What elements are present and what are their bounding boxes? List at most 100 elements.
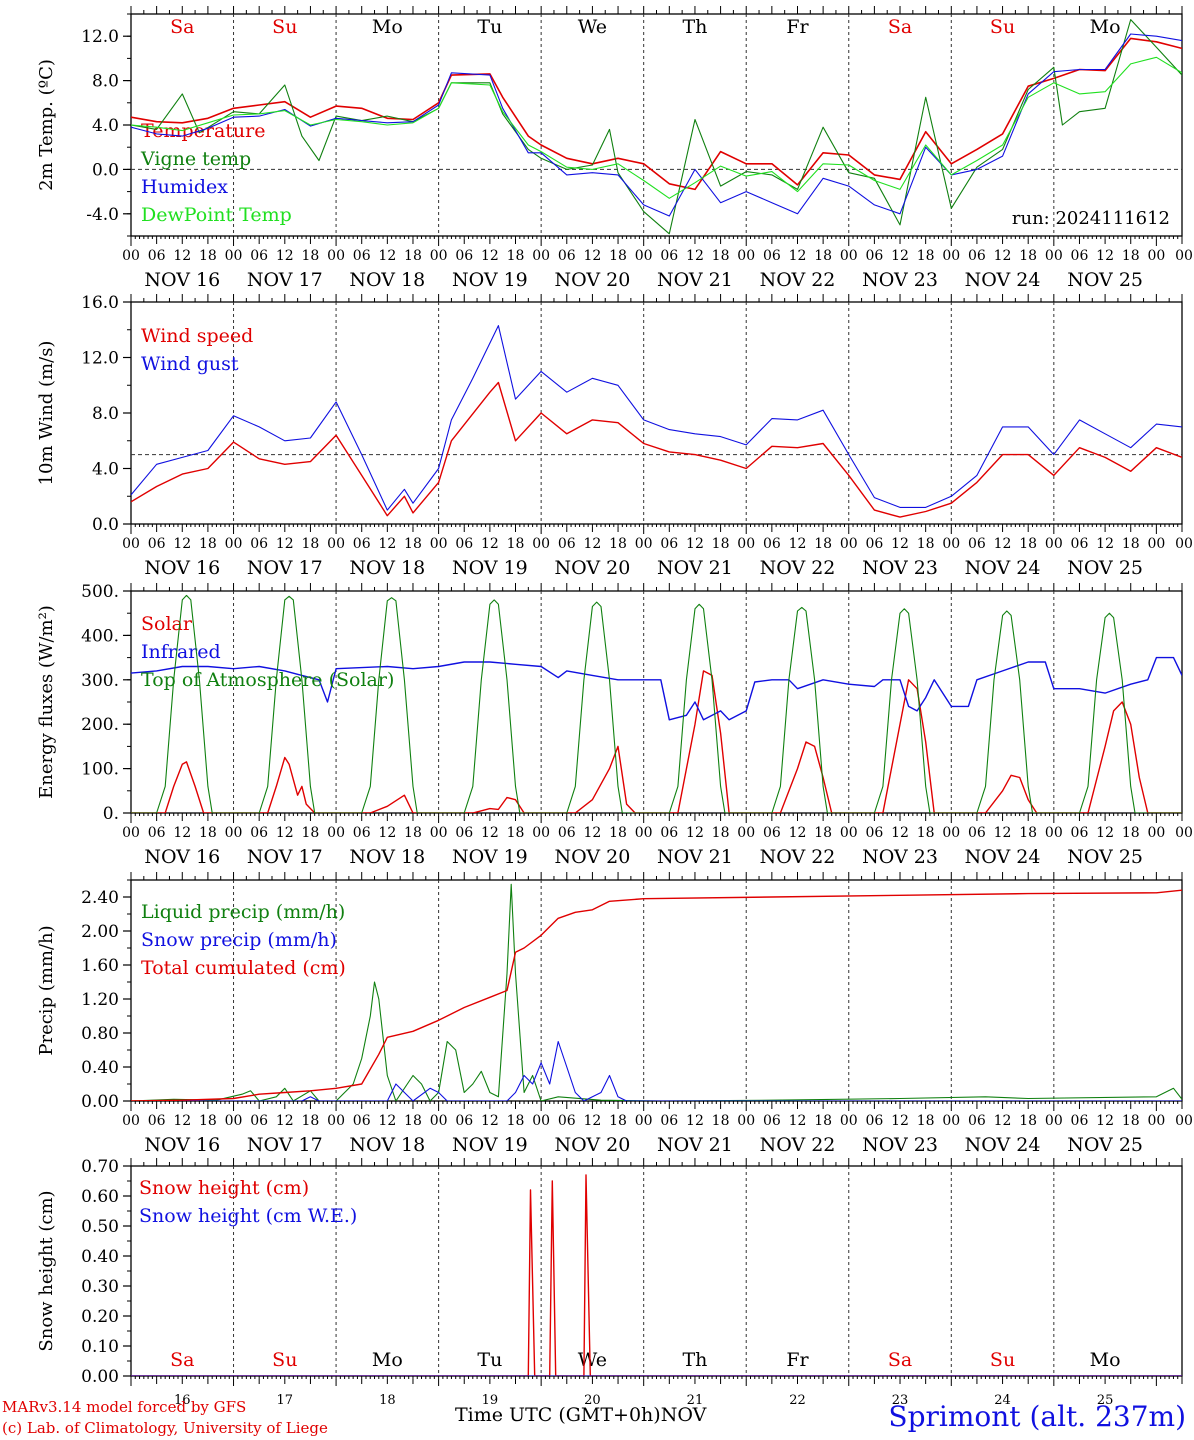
hour-tick-label: 06	[148, 248, 166, 264]
day-number-label: 16	[174, 1393, 191, 1408]
hour-tick-label: 00	[840, 1113, 858, 1129]
hour-tick-label: 06	[250, 248, 268, 264]
hour-tick-label: 18	[507, 1113, 525, 1129]
hour-tick-label: 18	[1019, 248, 1037, 264]
date-label: NOV 23	[862, 269, 938, 291]
date-label: NOV 17	[247, 846, 323, 868]
hour-tick-label: 12	[891, 825, 909, 841]
panel-3: 500. 400. 300. 200. 100. 0. Energy fluxes (W/m…	[36, 582, 1193, 868]
date-label: NOV 20	[555, 1134, 631, 1156]
day-number-label: 22	[789, 1393, 806, 1408]
legend-entry: Snow height (cm)	[139, 1177, 309, 1199]
hour-tick-label: 18	[814, 248, 832, 264]
legend-entry: Snow height (cm W.E.)	[139, 1205, 357, 1227]
hour-tick-label: 00	[327, 536, 345, 552]
hour-tick-label: 06	[763, 1113, 781, 1129]
legend-entry: Snow precip (mm/h)	[141, 929, 337, 951]
legend-entry: Wind gust	[141, 353, 239, 375]
day-name-label: Mo	[372, 1349, 403, 1371]
hour-tick-label: 18	[302, 248, 320, 264]
hour-tick-label: 12	[173, 825, 191, 841]
hour-tick-label: 12	[276, 248, 294, 264]
date-label: NOV 16	[144, 846, 220, 868]
hour-tick-label: 12	[481, 248, 499, 264]
hour-tick-label: 06	[353, 825, 371, 841]
hour-tick-label: 12	[686, 248, 704, 264]
hour-tick-label: 00	[1175, 248, 1193, 264]
date-label: NOV 17	[247, 269, 323, 291]
hour-tick-label: 00	[635, 825, 653, 841]
y-tick-label: 300.	[81, 671, 119, 691]
hour-tick-label: 12	[173, 536, 191, 552]
date-label: NOV 24	[965, 846, 1041, 868]
hour-tick-label: 00	[737, 1113, 755, 1129]
hour-tick-label: 18	[1122, 825, 1140, 841]
day-name-label: Sa	[888, 16, 912, 38]
hour-tick-label: 06	[353, 536, 371, 552]
hour-tick-label: 00	[1147, 825, 1165, 841]
hour-tick-label: 18	[404, 536, 422, 552]
hour-tick-label: 12	[481, 1113, 499, 1129]
hour-tick-label: 12	[276, 1113, 294, 1129]
hour-tick-label: 12	[789, 825, 807, 841]
y-tick-label: 0.60	[81, 1187, 119, 1207]
hour-tick-label: 00	[1045, 825, 1063, 841]
hour-tick-label: 00	[1147, 536, 1165, 552]
hour-tick-label: 06	[1071, 536, 1089, 552]
hour-tick-label: 18	[609, 248, 627, 264]
date-label: NOV 19	[452, 557, 528, 579]
day-name-label: We	[578, 1349, 607, 1371]
day-number-label: 21	[687, 1393, 704, 1408]
hour-tick-label: 18	[404, 1113, 422, 1129]
hour-tick-label: 06	[148, 536, 166, 552]
hour-tick-label: 00	[532, 825, 550, 841]
hour-tick-label: 12	[789, 536, 807, 552]
hour-tick-label: 18	[1019, 536, 1037, 552]
hour-tick-label: 12	[686, 1113, 704, 1129]
hour-tick-label: 00	[635, 248, 653, 264]
hour-tick-label: 06	[763, 248, 781, 264]
hour-tick-label: 06	[455, 536, 473, 552]
y-tick-label: 2.40	[81, 888, 119, 908]
day-name-label: Th	[682, 16, 707, 38]
date-label: NOV 24	[965, 269, 1041, 291]
day-name-label: Fr	[786, 1349, 809, 1371]
date-label: NOV 18	[349, 846, 425, 868]
hour-tick-label: 18	[199, 1113, 217, 1129]
hour-tick-label: 12	[994, 248, 1012, 264]
plot-frame	[130, 590, 1183, 814]
hour-tick-label: 00	[1045, 1113, 1063, 1129]
hour-tick-label: 06	[763, 536, 781, 552]
hour-tick-label: 00	[840, 248, 858, 264]
date-label: NOV 21	[657, 557, 733, 579]
hour-tick-label: 06	[865, 248, 883, 264]
date-label: NOV 24	[965, 1134, 1041, 1156]
day-number-label: 17	[277, 1393, 294, 1408]
y-tick-label: 0.0	[92, 160, 119, 180]
hour-tick-label: 06	[558, 536, 576, 552]
day-name-label: Fr	[786, 16, 809, 38]
y-tick-label: 0.40	[81, 1247, 119, 1267]
y-tick-label: 0.0	[92, 515, 119, 535]
series-line	[131, 670, 1182, 813]
y-axis-label: 10m Wind (m/s)	[36, 341, 57, 486]
hour-tick-label: 06	[250, 1113, 268, 1129]
y-tick-label: 12.0	[81, 27, 119, 47]
hour-tick-label: 18	[712, 825, 730, 841]
hour-tick-label: 12	[584, 1113, 602, 1129]
hour-tick-label: 12	[789, 248, 807, 264]
hour-tick-label: 06	[660, 536, 678, 552]
date-label: NOV 16	[144, 269, 220, 291]
hour-tick-label: 06	[865, 536, 883, 552]
hour-tick-label: 18	[302, 1113, 320, 1129]
y-tick-label: 400.	[81, 626, 119, 646]
day-name-label: Su	[990, 16, 1015, 38]
series-line	[131, 37, 1182, 191]
day-name-label: Mo	[372, 16, 403, 38]
date-label: NOV 17	[247, 1134, 323, 1156]
hour-tick-label: 00	[327, 248, 345, 264]
station-label: Sprimont (alt. 237m)	[888, 1400, 1186, 1433]
hour-tick-label: 00	[122, 1113, 140, 1129]
hour-tick-label: 18	[404, 248, 422, 264]
y-tick-label: 100.	[81, 760, 119, 780]
